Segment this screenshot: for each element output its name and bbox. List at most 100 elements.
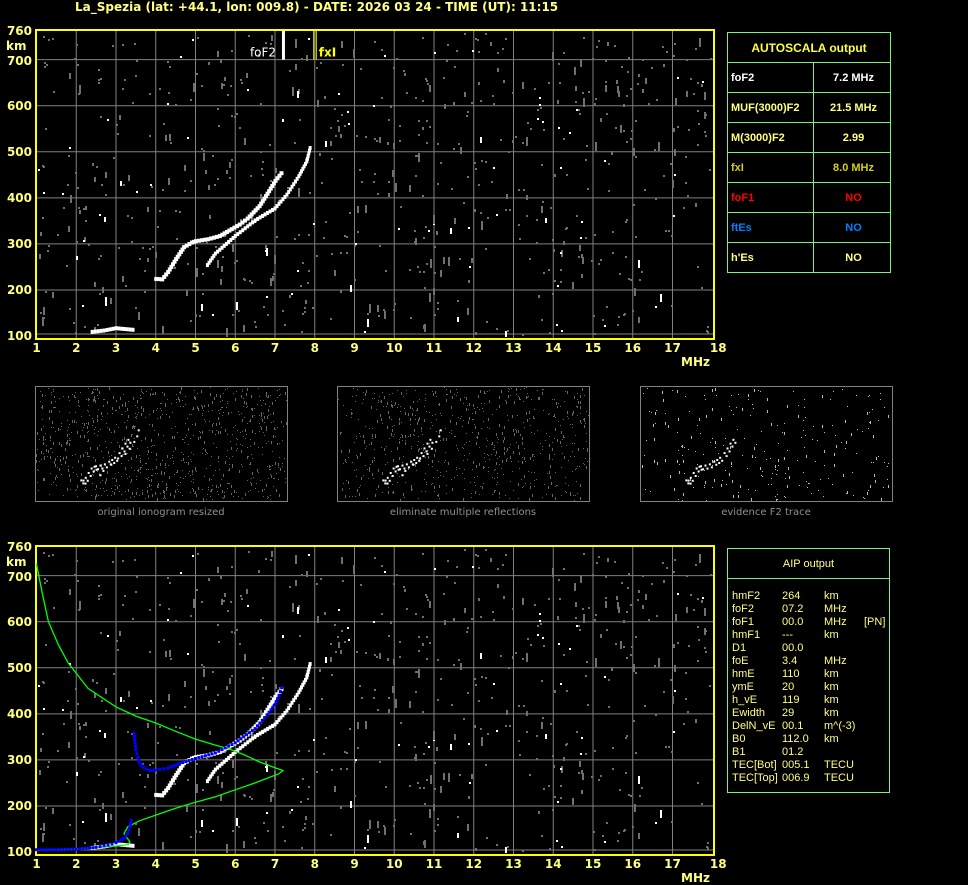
noise-echo (222, 491, 223, 492)
noise-echo (278, 463, 279, 466)
noise-echo (151, 389, 152, 390)
noise-echo (184, 190, 186, 192)
noise-echo (363, 475, 364, 476)
noise-echo (689, 411, 690, 412)
noise-echo (662, 46, 664, 48)
noise-echo (43, 478, 44, 481)
echo-x_trace (266, 726, 270, 731)
noise-echo (710, 58, 712, 60)
noise-echo (436, 231, 438, 235)
noise-echo (365, 721, 367, 729)
noise-echo (518, 705, 520, 707)
noise-echo (99, 730, 101, 732)
noise-echo (346, 236, 348, 238)
noise-echo (348, 481, 349, 484)
noise-echo (880, 393, 881, 394)
noise-echo (550, 476, 551, 479)
noise-echo (267, 397, 268, 398)
noise-echo (367, 319, 369, 327)
noise-echo (666, 567, 668, 569)
echo-o_trace (392, 467, 395, 470)
noise-echo (714, 479, 715, 482)
noise-echo (644, 189, 646, 191)
noise-echo (76, 757, 78, 759)
noise-echo (624, 313, 626, 315)
noise-echo (522, 487, 523, 488)
noise-echo (541, 206, 543, 213)
noise-echo (66, 265, 68, 267)
noise-echo (321, 698, 323, 700)
noise-echo (97, 324, 99, 326)
noise-echo (526, 731, 528, 733)
noise-echo (451, 704, 453, 706)
echo-o_trace (384, 482, 387, 485)
noise-echo (374, 457, 375, 458)
noise-echo (281, 422, 282, 423)
echo-e_trace (96, 329, 100, 334)
fitted-trace-point (223, 746, 227, 750)
noise-echo (309, 192, 311, 194)
noise-echo (275, 400, 276, 401)
noise-echo (594, 619, 596, 621)
echo-o_trace (249, 212, 254, 217)
noise-echo (492, 477, 493, 478)
noise-echo (446, 60, 448, 62)
noise-echo (111, 488, 112, 489)
echo-o_trace (180, 763, 185, 768)
noise-echo (660, 810, 662, 818)
plot-frame (35, 29, 715, 340)
noise-echo (480, 486, 481, 487)
noise-echo (617, 86, 619, 93)
noise-echo (269, 465, 270, 468)
echo-o_trace (177, 768, 182, 773)
noise-echo (148, 458, 149, 459)
noise-echo (42, 733, 44, 735)
noise-echo (437, 818, 439, 820)
noise-echo (751, 498, 752, 501)
noise-echo (373, 181, 375, 183)
noise-echo (494, 478, 495, 479)
noise-echo (474, 725, 476, 728)
noise-echo (488, 467, 489, 468)
noise-echo (457, 300, 459, 302)
noise-echo (575, 435, 576, 436)
noise-echo (95, 459, 96, 462)
noise-echo (181, 387, 182, 390)
noise-echo (576, 215, 578, 217)
echo-o_trace (423, 447, 426, 450)
noise-echo (784, 432, 785, 435)
noise-echo (443, 257, 445, 264)
noise-echo (137, 407, 138, 408)
noise-echo (284, 324, 286, 326)
noise-echo (298, 234, 300, 236)
noise-echo (675, 614, 677, 621)
noise-echo (123, 454, 124, 455)
noise-echo (496, 484, 497, 485)
noise-echo (87, 426, 88, 429)
noise-echo (355, 243, 357, 245)
noise-echo (747, 468, 748, 469)
noise-echo (203, 669, 205, 677)
noise-echo (464, 455, 465, 456)
noise-echo (534, 433, 535, 434)
noise-echo (611, 151, 613, 155)
echo-x_trace (209, 258, 213, 263)
noise-echo (574, 456, 575, 457)
noise-echo (395, 699, 397, 708)
x-axis-unit: MHz (681, 355, 710, 369)
noise-echo (578, 448, 579, 451)
noise-echo (480, 212, 482, 214)
echo-x_trace (268, 209, 272, 214)
noise-echo (48, 555, 50, 557)
noise-echo (141, 398, 142, 399)
noise-echo (128, 448, 129, 449)
noise-echo (356, 455, 357, 456)
noise-echo (618, 91, 620, 97)
echo-x_trace (298, 687, 302, 692)
noise-echo (518, 740, 520, 742)
fitted-trace-point (253, 727, 257, 731)
noise-echo (418, 153, 420, 162)
noise-echo (500, 655, 502, 657)
noise-echo (722, 480, 723, 481)
noise-echo (316, 67, 318, 69)
